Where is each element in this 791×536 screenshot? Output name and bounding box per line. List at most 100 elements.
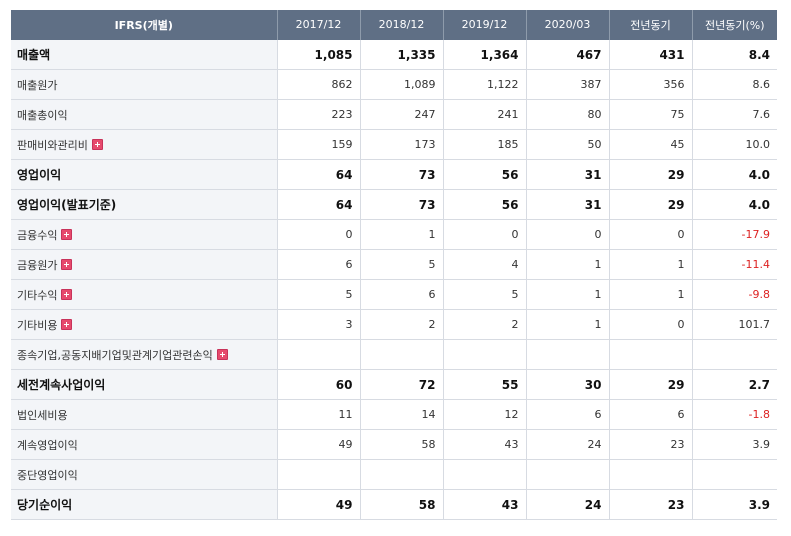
yoy-pct-cell: 4.0 xyxy=(692,189,777,220)
row-label-cell: 매출총이익 xyxy=(11,99,278,130)
value-cell: 223 xyxy=(277,99,361,130)
yoy-pct-cell xyxy=(692,339,777,370)
table-row: 계속영업이익 49 58 43 24 23 3.9 xyxy=(11,429,777,460)
financial-table-container: IFRS(개별) 2017/12 2018/12 2019/12 2020/03… xyxy=(11,10,777,520)
value-cell: 29 xyxy=(609,159,693,190)
yoy-pct-cell: 101.7 xyxy=(692,309,777,340)
yoy-pct-cell: 8.4 xyxy=(692,39,777,70)
table-row: 당기순이익 49 58 43 24 23 3.9 xyxy=(11,489,777,520)
row-label: 기타수익 xyxy=(17,288,58,302)
value-cell xyxy=(360,339,444,370)
row-label: 판매비와관리비 xyxy=(17,138,88,152)
row-label: 중단영업이익 xyxy=(17,468,78,482)
yoy-pct-cell: 8.6 xyxy=(692,69,777,100)
value-cell: 75 xyxy=(609,99,693,130)
value-cell xyxy=(277,339,361,370)
expand-plus-icon[interactable] xyxy=(61,318,73,330)
value-cell xyxy=(609,459,693,490)
row-label: 계속영업이익 xyxy=(17,438,78,452)
value-cell: 862 xyxy=(277,69,361,100)
value-cell: 24 xyxy=(526,489,610,520)
table-row: 매출총이익 223 247 241 80 75 7.6 xyxy=(11,99,777,130)
value-cell: 12 xyxy=(443,399,527,430)
row-label: 종속기업,공동지배기업및관계기업관련손익 xyxy=(17,348,213,362)
value-cell: 49 xyxy=(277,489,361,520)
yoy-pct-cell: 2.7 xyxy=(692,369,777,400)
value-cell: 80 xyxy=(526,99,610,130)
row-label: 매출원가 xyxy=(17,78,58,92)
value-cell: 0 xyxy=(609,219,693,250)
value-cell: 3 xyxy=(277,309,361,340)
value-cell: 467 xyxy=(526,39,610,70)
value-cell: 60 xyxy=(277,369,361,400)
value-cell: 387 xyxy=(526,69,610,100)
value-cell: 56 xyxy=(443,159,527,190)
row-label: 금융원가 xyxy=(17,258,58,272)
header-prev-period: 전년동기 xyxy=(609,10,693,40)
value-cell: 64 xyxy=(277,159,361,190)
value-cell: 1 xyxy=(526,249,610,280)
value-cell: 0 xyxy=(526,219,610,250)
value-cell xyxy=(443,459,527,490)
value-cell: 1,335 xyxy=(360,39,444,70)
value-cell: 5 xyxy=(443,279,527,310)
expand-plus-icon[interactable] xyxy=(91,138,103,150)
value-cell: 6 xyxy=(277,249,361,280)
value-cell xyxy=(443,339,527,370)
table-row: 금융수익 0 1 0 0 0 -17.9 xyxy=(11,219,777,250)
value-cell: 1,364 xyxy=(443,39,527,70)
value-cell: 1,122 xyxy=(443,69,527,100)
yoy-pct-cell: -17.9 xyxy=(692,219,777,250)
table-row: 판매비와관리비 159 173 185 50 45 10.0 xyxy=(11,129,777,160)
yoy-pct-cell xyxy=(692,459,777,490)
value-cell: 431 xyxy=(609,39,693,70)
table-row: 매출원가 862 1,089 1,122 387 356 8.6 xyxy=(11,69,777,100)
table-body: 매출액 1,085 1,335 1,364 467 431 8.4 매출원가 862 1,089 1… xyxy=(11,39,777,520)
expand-plus-icon[interactable] xyxy=(61,258,73,270)
value-cell xyxy=(609,339,693,370)
row-label-cell: 판매비와관리비 xyxy=(11,129,278,160)
row-label-cell: 매출원가 xyxy=(11,69,278,100)
value-cell: 1,089 xyxy=(360,69,444,100)
row-label-cell: 종속기업,공동지배기업및관계기업관련손익 xyxy=(11,339,278,370)
value-cell: 5 xyxy=(277,279,361,310)
row-label-cell: 법인세비용 xyxy=(11,399,278,430)
table-header: IFRS(개별) 2017/12 2018/12 2019/12 2020/03… xyxy=(11,10,777,40)
value-cell: 1,085 xyxy=(277,39,361,70)
row-label-cell: 당기순이익 xyxy=(11,489,278,520)
value-cell: 29 xyxy=(609,189,693,220)
row-label: 매출액 xyxy=(17,48,51,62)
value-cell: 43 xyxy=(443,489,527,520)
row-label-cell: 중단영업이익 xyxy=(11,459,278,490)
yoy-pct-cell: 10.0 xyxy=(692,129,777,160)
value-cell: 2 xyxy=(443,309,527,340)
table-row: 영업이익(발표기준) 64 73 56 31 29 4.0 xyxy=(11,189,777,220)
expand-plus-icon[interactable] xyxy=(61,228,73,240)
value-cell: 24 xyxy=(526,429,610,460)
value-cell: 1 xyxy=(526,279,610,310)
expand-plus-icon[interactable] xyxy=(216,348,228,360)
row-label: 영업이익 xyxy=(17,168,62,182)
yoy-pct-cell: 4.0 xyxy=(692,159,777,190)
value-cell: 1 xyxy=(609,279,693,310)
table-row: 매출액 1,085 1,335 1,364 467 431 8.4 xyxy=(11,39,777,70)
row-label-cell: 금융원가 xyxy=(11,249,278,280)
value-cell: 1 xyxy=(609,249,693,280)
value-cell: 73 xyxy=(360,159,444,190)
value-cell: 43 xyxy=(443,429,527,460)
yoy-pct-cell: -9.8 xyxy=(692,279,777,310)
row-label: 당기순이익 xyxy=(17,498,73,512)
value-cell: 173 xyxy=(360,129,444,160)
value-cell: 4 xyxy=(443,249,527,280)
value-cell: 73 xyxy=(360,189,444,220)
value-cell: 241 xyxy=(443,99,527,130)
row-label-cell: 기타비용 xyxy=(11,309,278,340)
header-2019-12: 2019/12 xyxy=(443,10,527,40)
yoy-pct-cell: 7.6 xyxy=(692,99,777,130)
value-cell: 14 xyxy=(360,399,444,430)
expand-plus-icon[interactable] xyxy=(61,288,73,300)
row-label: 세전계속사업이익 xyxy=(17,378,106,392)
value-cell: 72 xyxy=(360,369,444,400)
row-label: 매출총이익 xyxy=(17,108,68,122)
value-cell: 58 xyxy=(360,489,444,520)
